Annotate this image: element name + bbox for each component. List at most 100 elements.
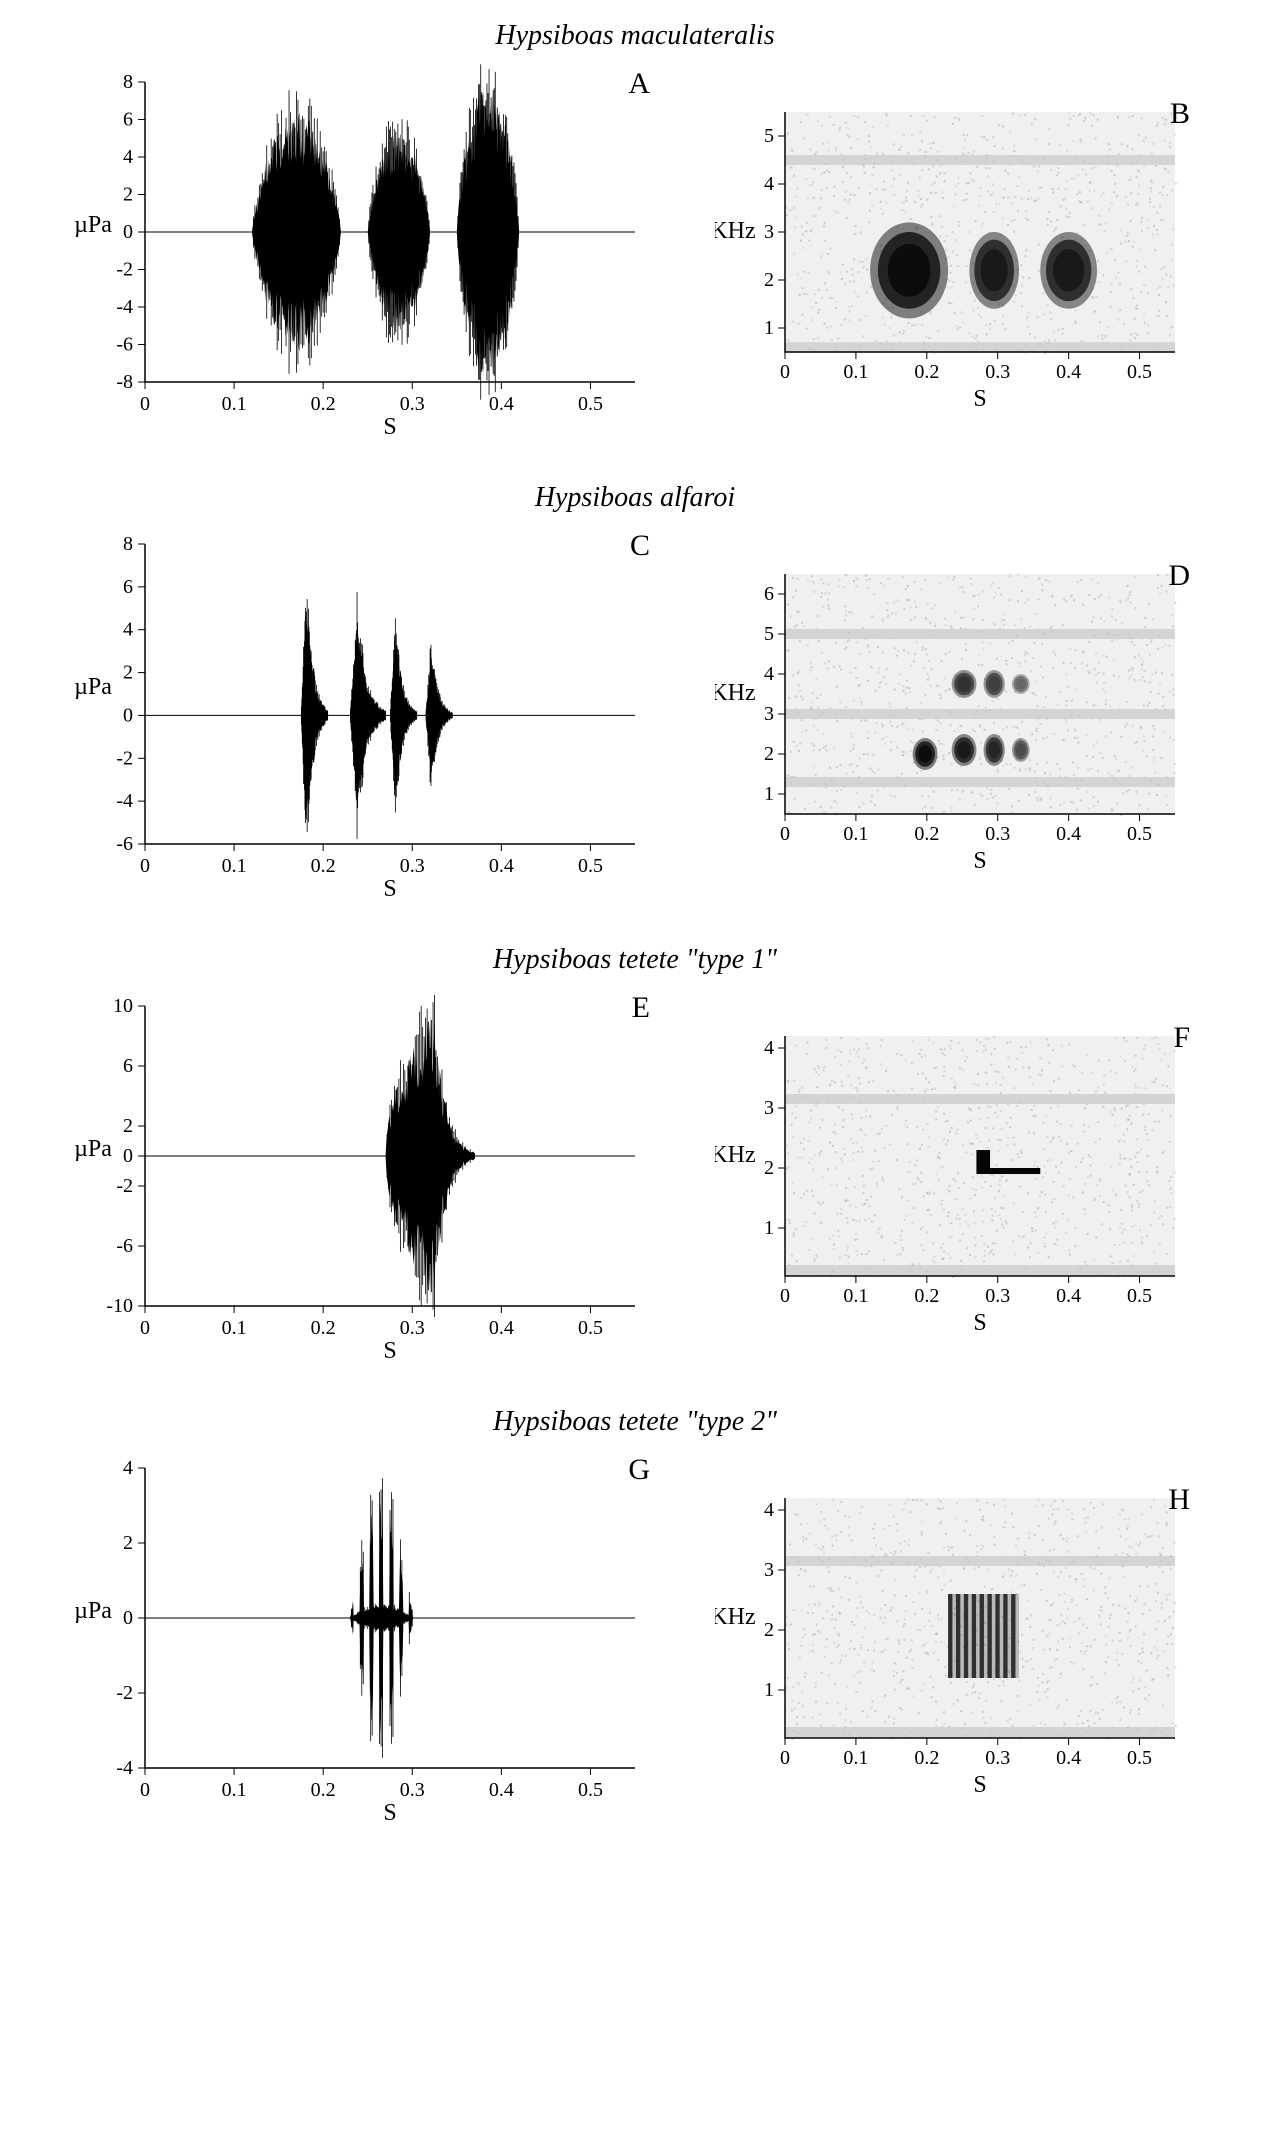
panel-label: A xyxy=(628,67,650,101)
svg-text:KHz: KHz xyxy=(715,1604,756,1630)
species-block: Hypsiboas maculateralis A 0 0.1 0.2 0.3 0.4 0.5… xyxy=(20,20,1250,442)
oscillogram-svg: 00.10.20.30.40.5-8-6-4-202468SµPa xyxy=(75,62,655,442)
species-block: Hypsiboas alfaroiC00.10.20.30.40.5-6-4-2… xyxy=(20,482,1250,904)
species-block: Hypsiboas tetete "type 2"G00.10.20.30.40… xyxy=(20,1406,1250,1828)
svg-text:0: 0 xyxy=(123,221,133,243)
svg-text:0.4: 0.4 xyxy=(1056,823,1081,845)
species-title: Hypsiboas tetete "type 2" xyxy=(493,1406,777,1438)
panel-row: A00.10.20.30.40.5-8-6-4-202468SµPaB00.10… xyxy=(20,62,1250,442)
svg-text:0: 0 xyxy=(140,1317,150,1339)
svg-text:0.1: 0.1 xyxy=(843,1285,868,1307)
svg-text:0: 0 xyxy=(780,1747,790,1769)
svg-text:0.1: 0.1 xyxy=(843,361,868,383)
svg-text:S: S xyxy=(973,1310,986,1336)
svg-text:-2: -2 xyxy=(116,259,133,281)
svg-text:0.4: 0.4 xyxy=(489,1317,514,1339)
svg-text:0.2: 0.2 xyxy=(914,1747,939,1769)
svg-text:S: S xyxy=(973,1772,986,1798)
svg-text:-4: -4 xyxy=(116,1757,133,1779)
spectrogram-panel: H00.10.20.30.40.51234SKHz xyxy=(715,1478,1195,1798)
svg-text:2: 2 xyxy=(764,743,774,765)
svg-text:0.1: 0.1 xyxy=(222,855,247,877)
svg-text:0: 0 xyxy=(123,1607,133,1629)
svg-text:0.3: 0.3 xyxy=(400,855,425,877)
figure-container: Hypsiboas maculateralis A 0 0.1 0.2 0.3 0.4 0.5… xyxy=(20,20,1250,1828)
svg-text:3: 3 xyxy=(764,1097,774,1119)
svg-text:0.3: 0.3 xyxy=(400,393,425,415)
svg-text:0.5: 0.5 xyxy=(1127,361,1152,383)
oscillogram-panel: A00.10.20.30.40.5-8-6-4-202468SµPa xyxy=(75,62,655,442)
svg-text:0.5: 0.5 xyxy=(578,1779,603,1801)
svg-text:0.5: 0.5 xyxy=(1127,1747,1152,1769)
spectrogram-svg: 00.10.20.30.40.51234SKHz xyxy=(715,1016,1195,1336)
svg-text:4: 4 xyxy=(764,1037,774,1059)
svg-text:0.5: 0.5 xyxy=(578,1317,603,1339)
svg-text:10: 10 xyxy=(113,995,133,1017)
svg-text:0: 0 xyxy=(780,823,790,845)
panel-row: G00.10.20.30.40.5-4-2024SµPaH00.10.20.30… xyxy=(20,1448,1250,1828)
svg-text:2: 2 xyxy=(123,662,133,684)
svg-text:0.2: 0.2 xyxy=(914,361,939,383)
oscillogram-panel: C00.10.20.30.40.5-6-4-202468SµPa xyxy=(75,524,655,904)
svg-text:6: 6 xyxy=(123,576,133,598)
svg-text:2: 2 xyxy=(123,1115,133,1137)
svg-text:1: 1 xyxy=(764,1217,774,1239)
svg-text:µPa: µPa xyxy=(75,1136,112,1162)
svg-text:0.1: 0.1 xyxy=(222,1317,247,1339)
spectrogram-svg: 00.10.20.30.40.51234SKHz xyxy=(715,1478,1195,1798)
svg-text:0.2: 0.2 xyxy=(311,855,336,877)
svg-text:5: 5 xyxy=(764,125,774,147)
svg-text:0: 0 xyxy=(780,1285,790,1307)
spectrogram-panel: B00.10.20.30.40.512345SKHz xyxy=(715,92,1195,412)
svg-text:4: 4 xyxy=(764,663,774,685)
svg-text:8: 8 xyxy=(123,533,133,555)
svg-text:S: S xyxy=(383,1338,396,1364)
panel-label: G xyxy=(628,1453,650,1487)
svg-text:µPa: µPa xyxy=(75,674,112,700)
svg-text:8: 8 xyxy=(123,71,133,93)
panel-row: E00.10.20.30.40.5-10-6-202610SµPaF00.10.… xyxy=(20,986,1250,1366)
svg-text:1: 1 xyxy=(764,783,774,805)
svg-text:3: 3 xyxy=(764,221,774,243)
svg-text:0.4: 0.4 xyxy=(489,393,514,415)
svg-text:4: 4 xyxy=(123,146,133,168)
panel-label: H xyxy=(1168,1483,1190,1517)
svg-text:-6: -6 xyxy=(116,334,133,356)
svg-text:0.4: 0.4 xyxy=(1056,1285,1081,1307)
svg-text:0: 0 xyxy=(123,1145,133,1167)
spectrogram-svg: 00.10.20.30.40.5123456SKHz xyxy=(715,554,1195,874)
svg-text:S: S xyxy=(973,386,986,412)
svg-text:0: 0 xyxy=(140,393,150,415)
svg-text:0.4: 0.4 xyxy=(1056,361,1081,383)
svg-text:2: 2 xyxy=(764,1619,774,1641)
svg-text:1: 1 xyxy=(764,1679,774,1701)
svg-text:0: 0 xyxy=(780,361,790,383)
svg-text:KHz: KHz xyxy=(715,218,756,244)
spectrogram-panel: F00.10.20.30.40.51234SKHz xyxy=(715,1016,1195,1336)
species-title: Hypsiboas tetete "type 1" xyxy=(493,944,777,976)
oscillogram-svg: 00.10.20.30.40.5-6-4-202468SµPa xyxy=(75,524,655,904)
species-title: Hypsiboas alfaroi xyxy=(535,482,735,514)
svg-text:µPa: µPa xyxy=(75,212,112,238)
svg-text:0.2: 0.2 xyxy=(914,1285,939,1307)
oscillogram-svg: 00.10.20.30.40.5-4-2024SµPa xyxy=(75,1448,655,1828)
svg-text:0.1: 0.1 xyxy=(843,1747,868,1769)
svg-text:0.1: 0.1 xyxy=(222,1779,247,1801)
svg-text:2: 2 xyxy=(123,1532,133,1554)
svg-text:-6: -6 xyxy=(116,833,133,855)
species-title: Hypsiboas maculateralis xyxy=(495,20,774,52)
svg-text:µPa: µPa xyxy=(75,1598,112,1624)
svg-text:2: 2 xyxy=(764,269,774,291)
svg-text:6: 6 xyxy=(123,109,133,131)
svg-text:5: 5 xyxy=(764,623,774,645)
oscillogram-panel: G00.10.20.30.40.5-4-2024SµPa xyxy=(75,1448,655,1828)
svg-text:0: 0 xyxy=(140,855,150,877)
panel-label: D xyxy=(1168,559,1190,593)
svg-text:4: 4 xyxy=(123,1457,133,1479)
svg-text:2: 2 xyxy=(123,184,133,206)
svg-text:0.1: 0.1 xyxy=(843,823,868,845)
svg-text:KHz: KHz xyxy=(715,1142,756,1168)
svg-text:3: 3 xyxy=(764,1559,774,1581)
spectrogram-svg: 00.10.20.30.40.512345SKHz xyxy=(715,92,1195,412)
svg-text:4: 4 xyxy=(764,1499,774,1521)
